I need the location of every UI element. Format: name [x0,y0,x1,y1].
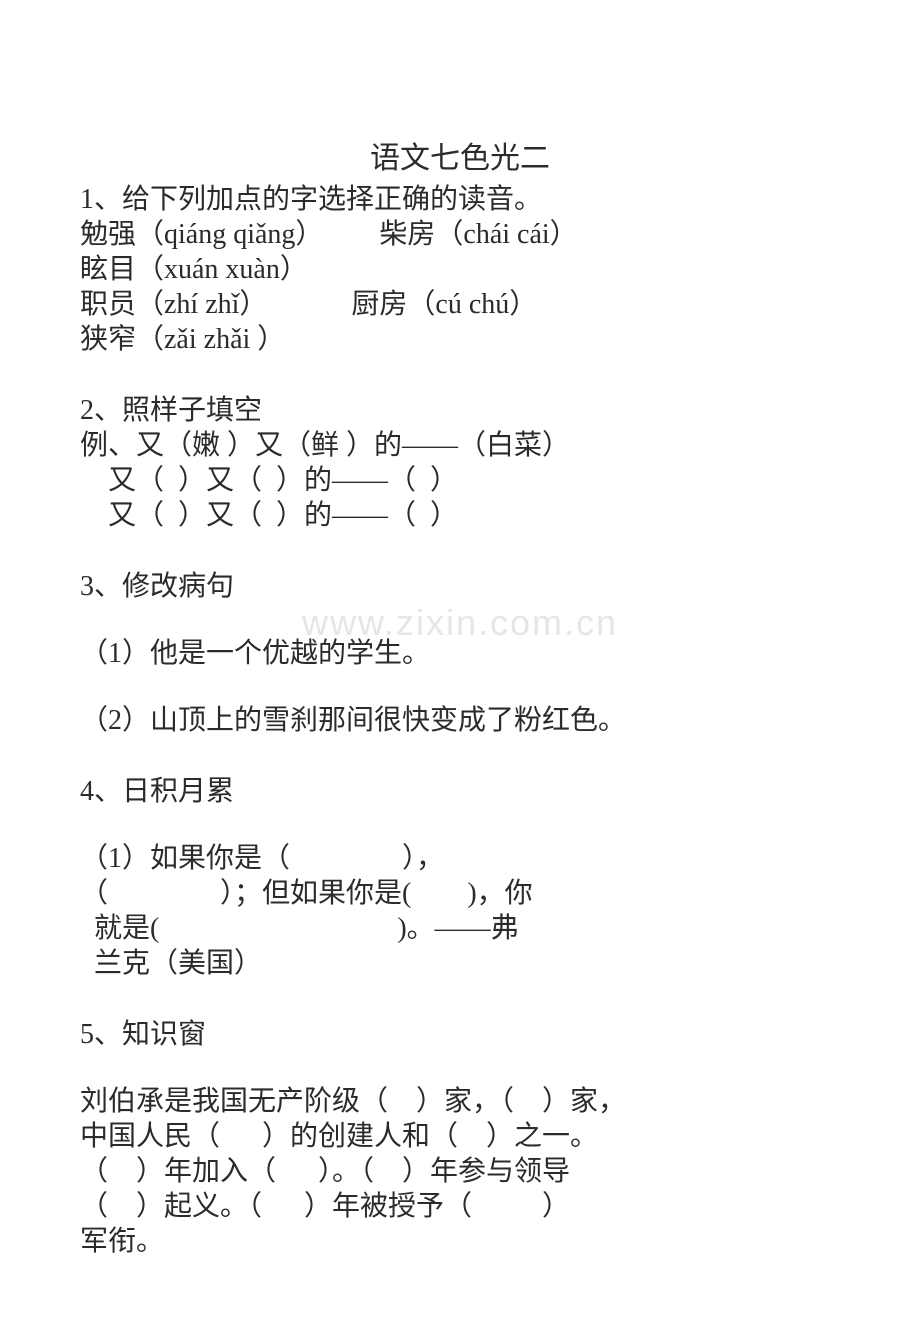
q3-prompt: 3、修改病句 [80,569,840,604]
q4-line3: 就是( )。——弗 [80,911,840,946]
q2-prompt: 2、照样子填空 [80,393,840,428]
q1-prompt: 1、给下列加点的字选择正确的读音。 [80,182,840,217]
q5-prompt: 5、知识窗 [80,1017,840,1052]
q1-row3: 职员（zhí zhǐ） 厨房（cú chú） [80,287,840,322]
q5-line3: （ ）年加入（ ）。（ ）年参与领导 [80,1154,840,1189]
q1-row2: 眩目（xuán xuàn） [80,252,840,287]
q4-line1: （1）如果你是（ ）， [80,841,840,876]
q2-example: 例、又（嫩 ）又（鲜 ）的——（白菜） [80,428,840,463]
q5-line5: 军衔。 [80,1224,840,1259]
q5-line4: （ ）起义。（ ）年被授予（ ） [80,1189,840,1224]
q5-line1: 刘伯承是我国无产阶级（ ）家，（ ）家， [80,1084,840,1119]
page-title: 语文七色光二 [80,140,840,178]
q5-line2: 中国人民（ ）的创建人和（ ）之一。 [80,1119,840,1154]
worksheet-page: www.zixin.com.cn 语文七色光二 1、给下列加点的字选择正确的读音… [0,0,920,1319]
q4-line4: 兰克（美国） [80,946,840,981]
q2-line1: 又（ ）又（ ）的——（ ） [80,463,840,498]
q4-line2: （ ）；但如果你是( )，你 [80,876,840,911]
q3-s2: （2）山顶上的雪刹那间很快变成了粉红色。 [80,703,840,738]
q2-line2: 又（ ）又（ ）的——（ ） [80,498,840,533]
q1-row4: 狭窄（zǎi zhǎi ） [80,322,840,357]
q1-row1: 勉强（qiáng qiǎng） 柴房（chái cái） [80,217,840,252]
q4-prompt: 4、日积月累 [80,774,840,809]
q3-s1: （1）他是一个优越的学生。 [80,636,840,671]
